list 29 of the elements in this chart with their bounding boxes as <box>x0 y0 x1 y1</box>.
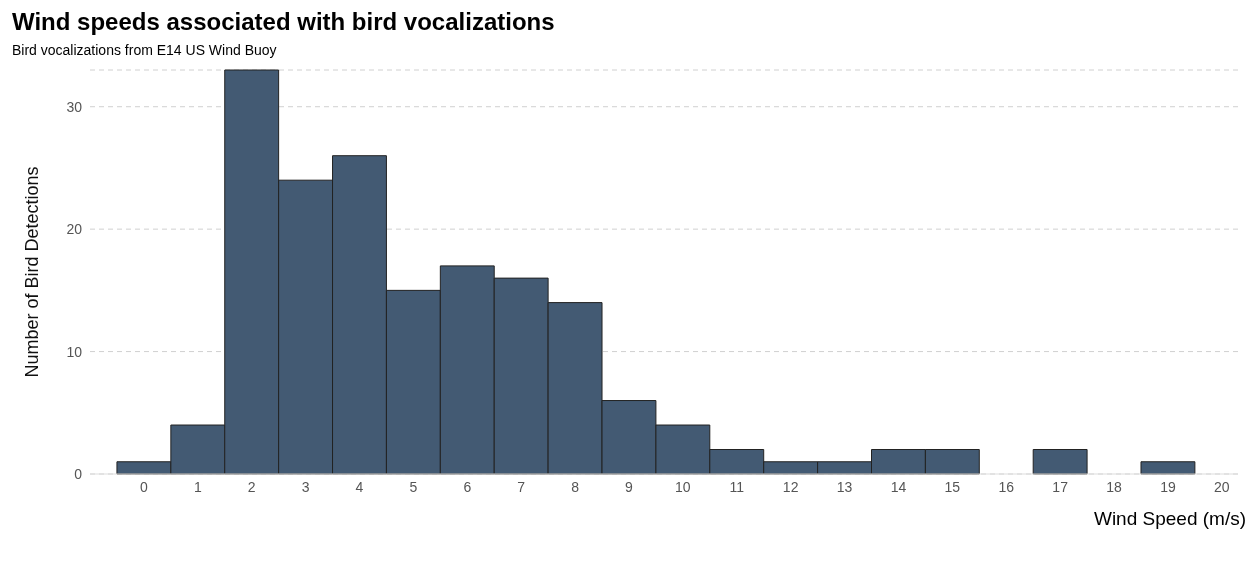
x-tick-label: 19 <box>1160 478 1176 495</box>
x-tick-label: 3 <box>301 478 310 495</box>
x-tick-label: 13 <box>836 478 853 495</box>
x-tick-label: 9 <box>625 478 634 495</box>
chart-subtitle: Bird vocalizations from E14 US Wind Buoy <box>12 42 278 58</box>
y-tick-label: 20 <box>66 221 83 238</box>
y-axis-title: Number of Bird Detections <box>22 166 43 378</box>
y-tick-label: 10 <box>66 343 83 360</box>
x-tick-label: 20 <box>1214 478 1230 495</box>
x-tick-label: 7 <box>517 478 526 495</box>
x-tick-label: 15 <box>944 478 961 495</box>
x-tick-label: 2 <box>247 478 256 495</box>
x-tick-label: 0 <box>140 478 148 495</box>
x-tick-label: 10 <box>675 478 691 495</box>
x-axis-title: Wind Speed (m/s) <box>1092 508 1246 530</box>
y-tick-label: 30 <box>66 98 83 115</box>
y-tick-label: 0 <box>74 465 83 482</box>
x-tick-label: 14 <box>890 478 907 495</box>
x-tick-label: 6 <box>463 478 472 495</box>
x-tick-label: 1 <box>193 478 202 495</box>
chart-title: Wind speeds associated with bird vocalizations <box>12 8 556 36</box>
x-tick-label: 4 <box>355 478 364 495</box>
x-tick-label: 8 <box>571 478 580 495</box>
x-tick-label: 18 <box>1106 478 1123 495</box>
x-tick-label: 11 <box>729 478 745 495</box>
x-tick-label: 16 <box>998 478 1015 495</box>
x-tick-label: 17 <box>1052 478 1069 495</box>
x-tick-label: 12 <box>782 478 799 495</box>
x-tick-label: 5 <box>409 478 418 495</box>
